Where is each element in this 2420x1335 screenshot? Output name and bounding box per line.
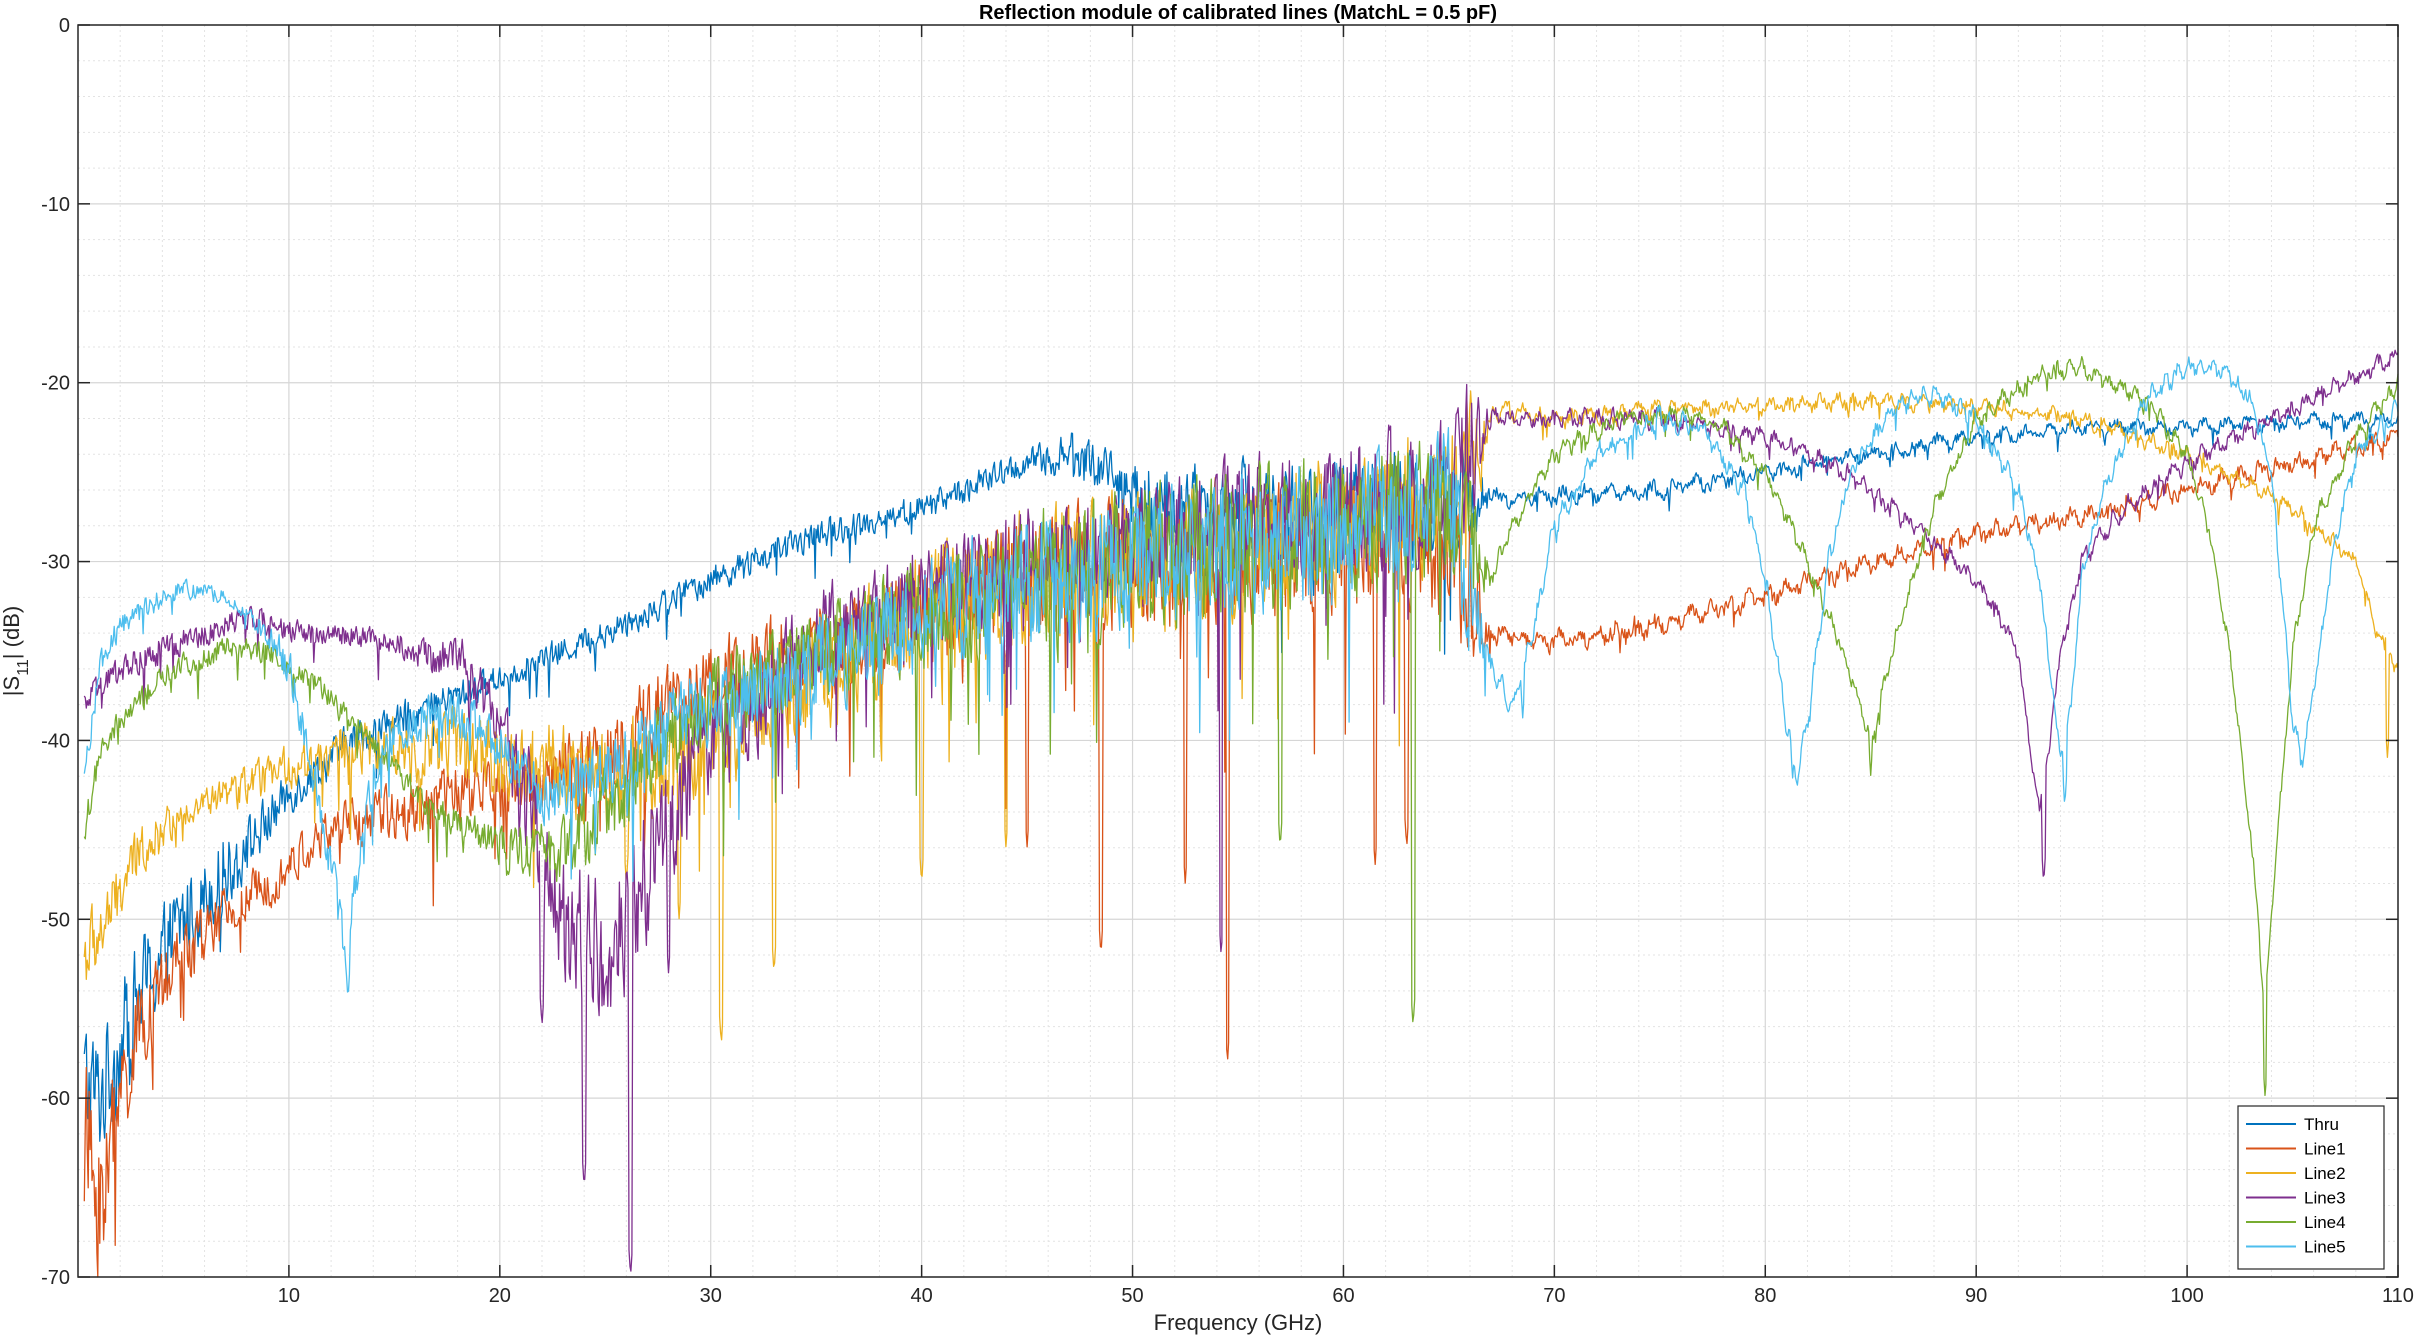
y-tick-label: -70 <box>41 1267 70 1289</box>
y-axis-title-post: | (dB) <box>0 606 24 659</box>
x-tick-label: 50 <box>1121 1285 1143 1307</box>
legend: Thru Line1 Line2 Line3 Line4 Line5 <box>2237 1105 2385 1270</box>
legend-label-line1: Line1 <box>2304 1140 2346 1159</box>
series-line-line5 <box>83 356 2399 993</box>
y-axis-title: |S11| (dB) <box>0 606 32 696</box>
axis-ticks: 10 20 30 40 50 60 70 80 90 100 110 0 -10 -20 -30 -40 -50… <box>41 15 2414 1307</box>
x-tick-label: 100 <box>2170 1285 2203 1307</box>
y-tick-label: -60 <box>41 1088 70 1110</box>
legend-label-line2: Line2 <box>2304 1164 2346 1183</box>
series-line-line4 <box>83 355 2399 1097</box>
y-tick-label: -40 <box>41 730 70 752</box>
x-tick-label: 60 <box>1332 1285 1354 1307</box>
y-axis-title-subscript: 11 <box>15 659 32 676</box>
y-axis-title-pre: |S <box>0 676 24 696</box>
plot-frame <box>77 24 2399 1278</box>
y-tick-label: -10 <box>41 194 70 216</box>
y-tick-label: 0 <box>59 15 70 37</box>
y-tick-label: -30 <box>41 552 70 574</box>
x-tick-label: 110 <box>2382 1285 2414 1307</box>
x-tick-label: 30 <box>700 1285 722 1307</box>
x-tick-label: 10 <box>278 1285 300 1307</box>
legend-label-line4: Line4 <box>2304 1213 2346 1232</box>
series-lines <box>83 349 2399 1278</box>
legend-label-thru: Thru <box>2304 1115 2339 1134</box>
y-tick-label: -50 <box>41 909 70 931</box>
y-tick-label: -20 <box>41 373 70 395</box>
chart-title: Reflection module of calibrated lines (M… <box>979 2 1497 24</box>
x-tick-label: 20 <box>489 1285 511 1307</box>
x-tick-label: 80 <box>1754 1285 1776 1307</box>
legend-label-line3: Line3 <box>2304 1189 2346 1208</box>
x-tick-label: 40 <box>911 1285 933 1307</box>
x-tick-label: 70 <box>1543 1285 1565 1307</box>
legend-label-line5: Line5 <box>2304 1238 2346 1257</box>
legend-box <box>2237 1105 2385 1270</box>
x-axis-title: Frequency (GHz) <box>1154 1310 1323 1335</box>
x-tick-label: 90 <box>1965 1285 1987 1307</box>
